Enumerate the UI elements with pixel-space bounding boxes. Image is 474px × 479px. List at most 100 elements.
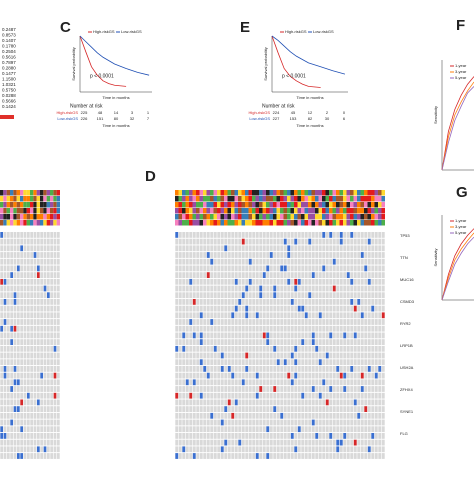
risk-count: 80 — [114, 116, 119, 121]
onco-cell — [311, 399, 315, 406]
onco-cell — [213, 332, 217, 339]
onco-cell — [178, 386, 182, 392]
onco-cell — [360, 278, 364, 285]
onco-cell — [16, 339, 20, 345]
onco-cell — [241, 366, 245, 372]
onco-cell — [178, 352, 182, 359]
annotation-cell — [50, 196, 54, 202]
onco-cell — [43, 366, 47, 372]
onco-cell — [238, 379, 242, 386]
gene-label: MUC16 — [400, 277, 414, 282]
onco-cell — [311, 433, 315, 439]
onco-cell — [26, 305, 30, 312]
onco-cell — [259, 258, 263, 265]
onco-cell — [231, 352, 235, 359]
onco-cell — [196, 252, 200, 258]
annotation-cell — [367, 220, 371, 226]
onco-cell — [273, 278, 277, 285]
onco-cell — [20, 252, 24, 258]
onco-cell — [33, 258, 37, 265]
annotation-cell — [175, 190, 179, 196]
onco-cell — [255, 285, 259, 292]
onco-cell — [252, 446, 256, 453]
annotation-cell — [206, 220, 210, 226]
onco-cell — [266, 332, 270, 339]
onco-cell — [36, 332, 40, 339]
onco-cell — [53, 339, 57, 345]
onco-cell — [371, 292, 375, 299]
onco-cell — [308, 426, 312, 433]
onco-cell — [346, 345, 350, 352]
onco-cell — [203, 319, 207, 325]
onco-cell — [262, 406, 266, 412]
onco-cell — [227, 426, 231, 433]
onco-cell — [378, 272, 382, 278]
onco-cell — [262, 245, 266, 252]
annotation-cell — [189, 208, 193, 214]
annotation-cell — [185, 214, 189, 220]
annotation-cell — [26, 220, 30, 226]
annotation-cell — [367, 190, 371, 196]
onco-cell — [245, 399, 249, 406]
onco-cell — [0, 258, 4, 265]
onco-cell — [301, 406, 305, 412]
onco-cell — [304, 305, 308, 312]
onco-cell — [199, 446, 203, 453]
onco-cell — [297, 258, 301, 265]
onco-cell — [220, 238, 224, 245]
onco-cell — [0, 245, 4, 252]
onco-cell — [367, 419, 371, 426]
onco-cell — [234, 305, 238, 312]
onco-cell — [203, 258, 207, 265]
annotation-cell — [301, 214, 305, 220]
annotation-cell — [40, 208, 44, 214]
onco-cell — [311, 392, 315, 399]
onco-cell — [301, 433, 305, 439]
onco-cell — [374, 272, 378, 278]
onco-cell — [360, 439, 364, 446]
onco-cell — [374, 299, 378, 305]
onco-cell — [364, 258, 368, 265]
onco-cell — [10, 272, 14, 278]
onco-cell — [353, 278, 357, 285]
onco-cell — [245, 285, 249, 292]
onco-cell — [336, 265, 340, 272]
annotation-cell — [315, 220, 319, 226]
onco-cell — [245, 359, 249, 366]
onco-cell — [325, 245, 329, 252]
onco-cell — [185, 433, 189, 439]
onco-cell — [217, 359, 221, 366]
onco-cell — [178, 319, 182, 325]
onco-cell — [332, 285, 336, 292]
onco-cell — [329, 379, 333, 386]
annotation-cell — [199, 190, 203, 196]
onco-cell — [273, 372, 277, 379]
onco-cell — [252, 419, 256, 426]
onco-cell — [189, 319, 193, 325]
annotation-cell — [329, 220, 333, 226]
onco-cell — [269, 426, 273, 433]
onco-cell — [210, 332, 214, 339]
onco-cell — [33, 265, 37, 272]
onco-cell — [343, 453, 347, 459]
onco-cell — [301, 345, 305, 352]
annotation-cell — [234, 220, 238, 226]
onco-cell — [371, 406, 375, 412]
onco-cell — [40, 446, 44, 453]
onco-cell — [364, 312, 368, 319]
onco-cell — [350, 272, 354, 278]
onco-cell — [6, 278, 10, 285]
onco-cell — [224, 292, 228, 299]
annotation-cell — [266, 196, 270, 202]
onco-cell — [46, 305, 50, 312]
onco-cell — [53, 392, 57, 399]
onco-cell — [178, 433, 182, 439]
annotation-cell — [231, 220, 235, 226]
onco-cell — [36, 352, 40, 359]
onco-cell — [231, 325, 235, 332]
onco-cell — [46, 372, 50, 379]
onco-cell — [248, 426, 252, 433]
onco-cell — [325, 292, 329, 299]
annotation-cell — [182, 202, 186, 208]
onco-cell — [13, 352, 17, 359]
